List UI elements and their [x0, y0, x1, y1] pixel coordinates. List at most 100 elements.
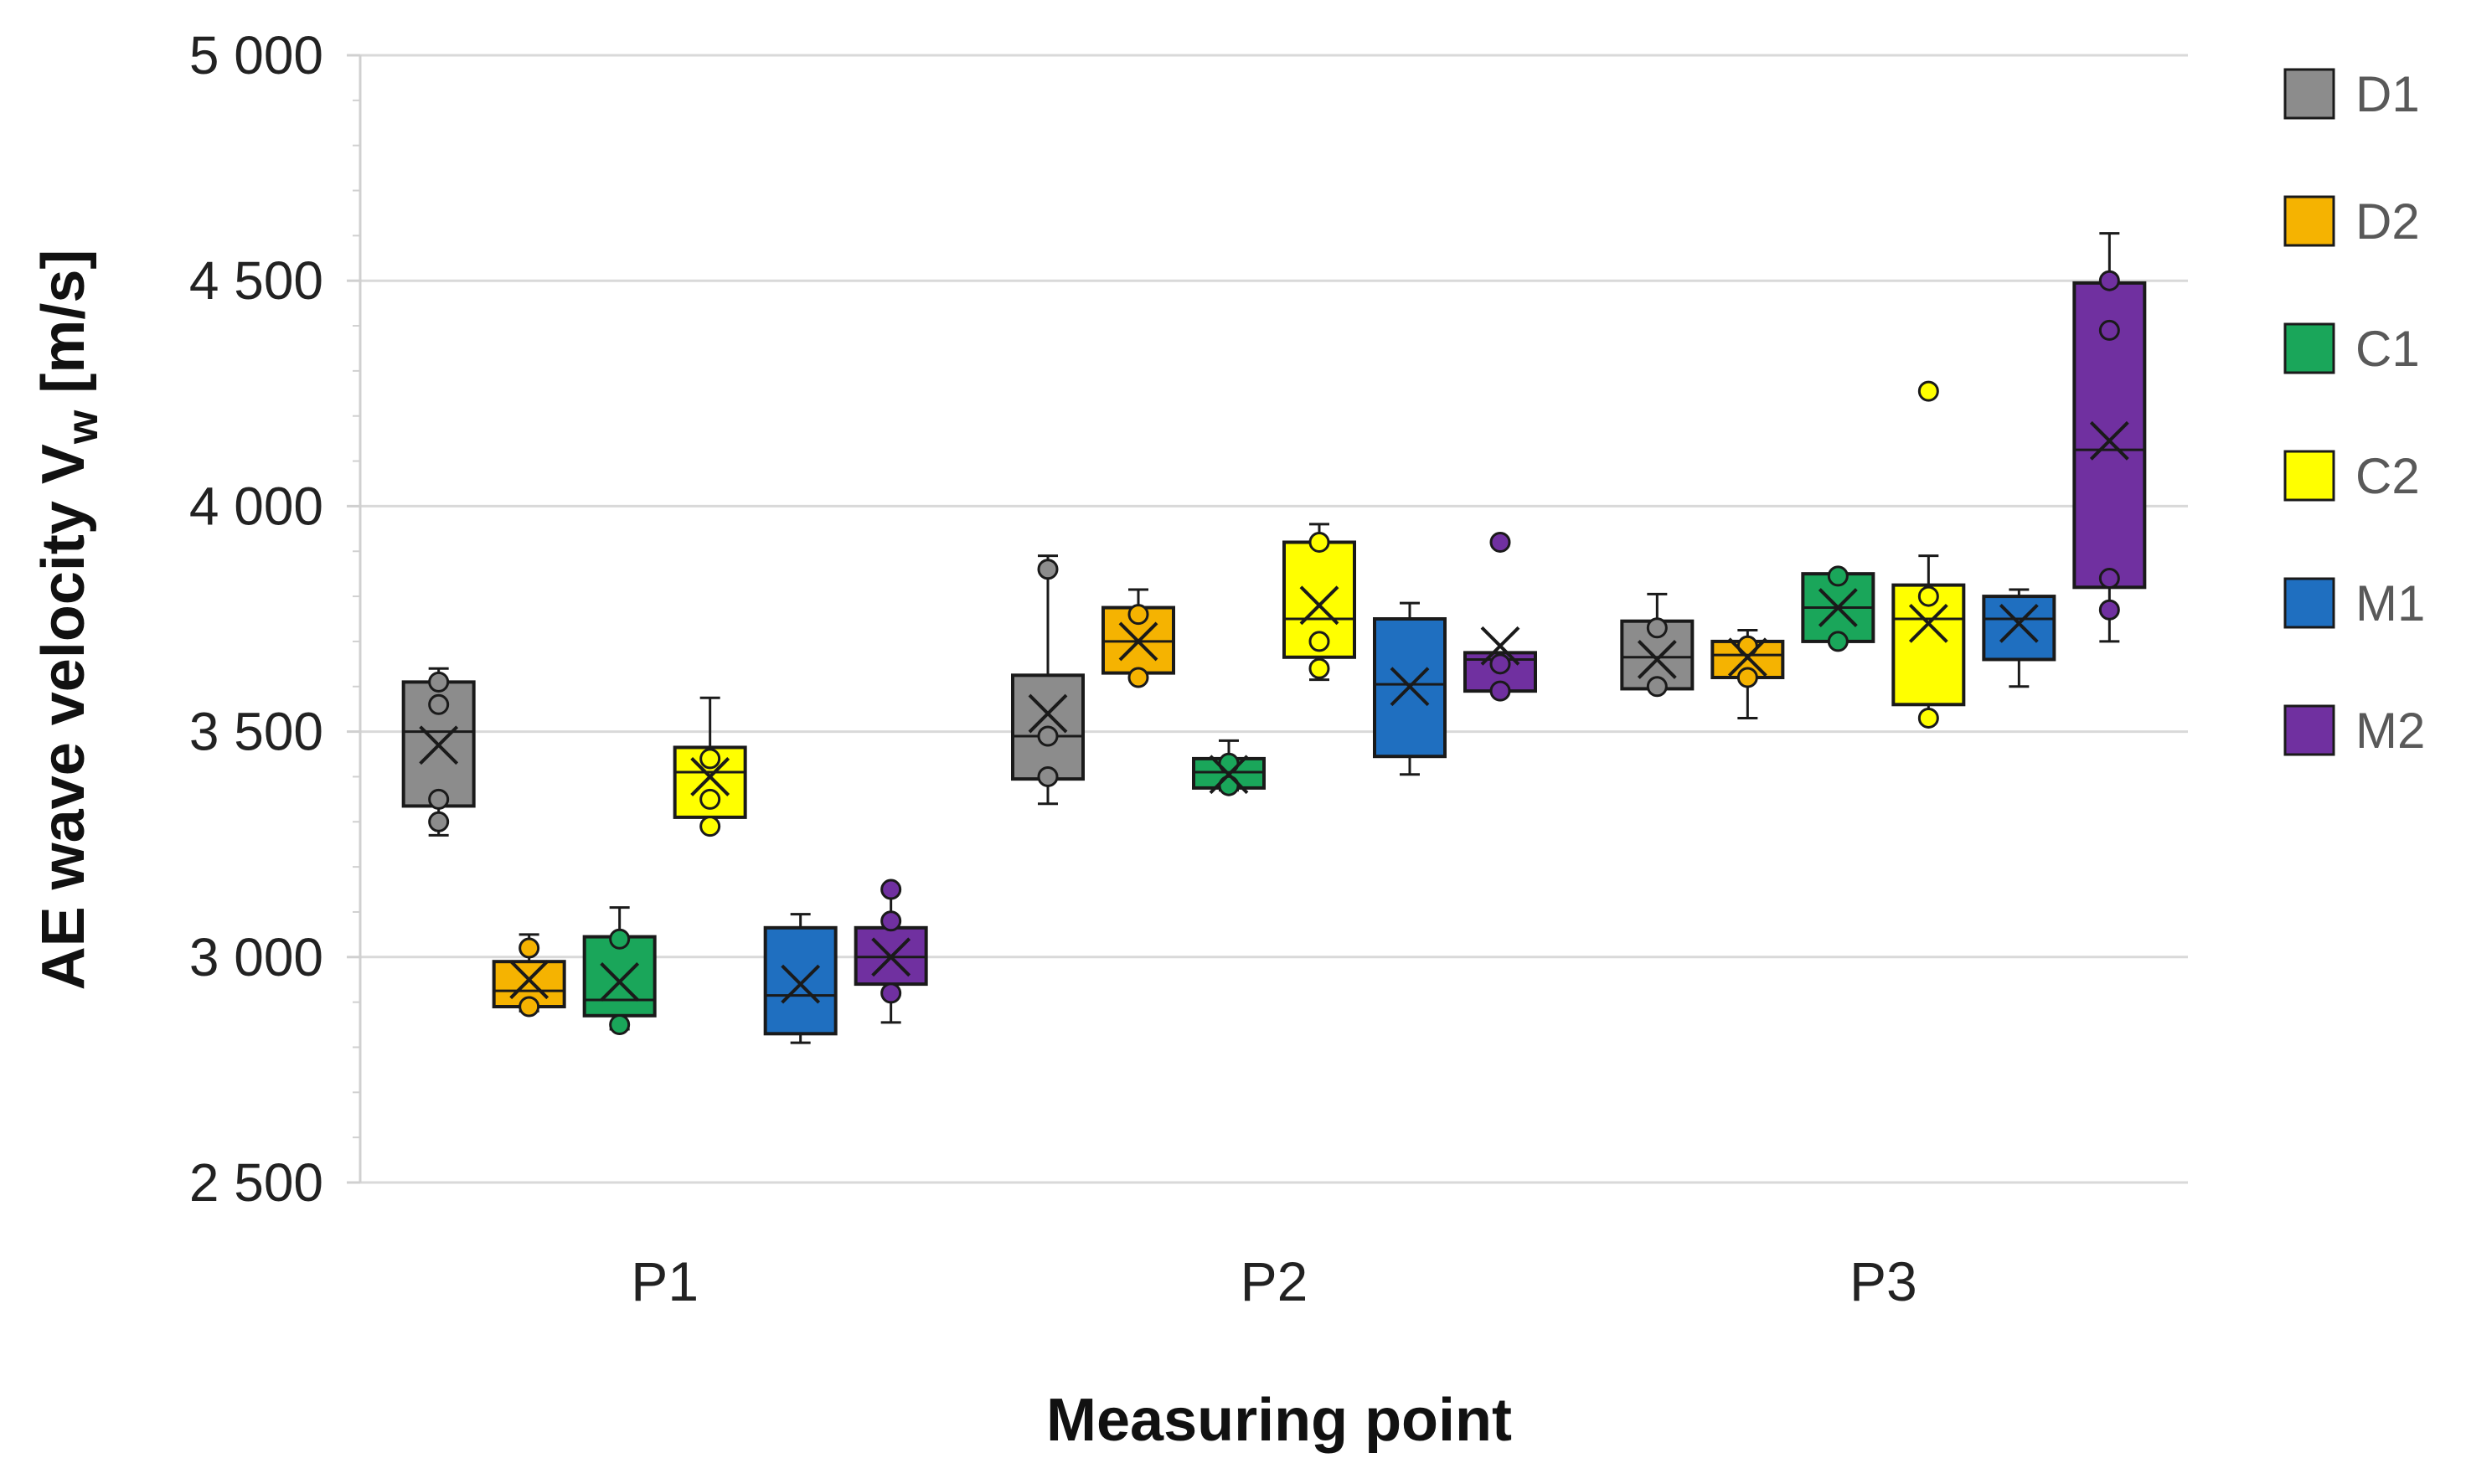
y-tick-label: 4 000	[189, 476, 323, 536]
legend-label: D2	[2355, 193, 2420, 250]
data-point	[1736, 667, 1758, 688]
data-point	[1646, 617, 1668, 639]
legend-label: C2	[2355, 448, 2420, 504]
mean-marker	[690, 757, 730, 796]
mean-marker	[781, 964, 821, 1004]
data-point	[1646, 676, 1668, 698]
data-point	[1308, 657, 1330, 679]
mean-marker	[2089, 420, 2129, 461]
box-D2-P3	[1710, 628, 1785, 719]
data-point	[2098, 568, 2120, 590]
mean-marker	[871, 937, 911, 977]
mean-marker	[1118, 621, 1158, 662]
data-point	[880, 879, 902, 900]
data-point	[1308, 631, 1330, 652]
box-C2-P1	[673, 696, 747, 837]
box-M1-P2	[1373, 601, 1447, 776]
data-point	[699, 748, 721, 770]
box-C1-P3	[1801, 565, 1875, 652]
box-rect	[1282, 540, 1356, 659]
box-M1-P3	[1982, 588, 2056, 688]
box-M2-P1	[854, 879, 928, 1024]
box-rect	[763, 925, 838, 1036]
box-C1-P2	[1192, 739, 1266, 796]
legend-item-M2: M2	[2283, 703, 2425, 759]
legend-label: C1	[2355, 321, 2420, 377]
data-point	[609, 1014, 631, 1036]
legend-label: D1	[2355, 66, 2420, 122]
data-point	[428, 693, 450, 715]
data-point	[1827, 631, 1849, 652]
data-point	[428, 788, 450, 810]
y-tick-label: 3 000	[189, 927, 323, 987]
x-category-label: P3	[1850, 1250, 1917, 1312]
y-axis-title-main: AE wave velocity V	[30, 444, 97, 990]
box-C2-P2	[1282, 523, 1356, 682]
box-layer	[401, 232, 2147, 1044]
data-point	[699, 788, 721, 810]
mean-marker	[1480, 626, 1520, 666]
y-axis-title-space	[30, 394, 97, 410]
legend-swatch	[2283, 704, 2335, 756]
box-M1-P1	[763, 913, 838, 1044]
legend-swatch	[2283, 322, 2335, 374]
axis-layer: 2 500 3 000 3 500 4 000 4 500 5 000 P1 P2 P3	[189, 25, 1917, 1312]
mean-marker	[1727, 637, 1767, 678]
y-axis-title: AE wave velocity Vw [m/s]	[30, 250, 107, 991]
y-tick-label: 5 000	[189, 25, 323, 85]
box-D2-P1	[492, 933, 566, 1018]
legend-label: M2	[2355, 703, 2425, 759]
data-point	[1308, 531, 1330, 553]
data-point	[2098, 599, 2120, 621]
data-point	[1127, 604, 1149, 626]
mean-marker	[1028, 693, 1068, 734]
y-tick-label: 4 500	[189, 250, 323, 311]
box-D1-P1	[401, 667, 476, 837]
box-D1-P2	[1011, 554, 1085, 806]
x-category-label: P1	[631, 1250, 699, 1312]
legend-swatch	[2283, 450, 2335, 502]
data-point	[880, 910, 902, 932]
box-M2-P2	[1463, 531, 1537, 702]
data-point	[1917, 380, 1939, 402]
legend-item-D1: D1	[2283, 66, 2420, 122]
box-C2-P3	[1891, 380, 1966, 729]
mean-marker	[1908, 603, 1948, 643]
data-point	[1489, 680, 1511, 702]
mean-marker	[1818, 588, 1858, 627]
data-point	[1037, 725, 1059, 747]
legend-item-C2: C2	[2283, 448, 2420, 504]
box-M2-P3	[2072, 232, 2147, 643]
data-point	[609, 928, 631, 950]
x-category-label: P2	[1241, 1250, 1308, 1312]
box-D2-P2	[1101, 588, 1175, 688]
data-point	[1037, 765, 1059, 787]
data-point	[2098, 319, 2120, 341]
data-point	[518, 996, 540, 1018]
data-point	[699, 816, 721, 837]
data-point	[1037, 559, 1059, 580]
y-axis-title-unit: [m/s]	[30, 250, 97, 394]
mean-marker	[1637, 640, 1677, 679]
grid-layer	[360, 54, 2188, 1184]
legend-item-C1: C1	[2283, 321, 2420, 377]
data-point	[2098, 270, 2120, 291]
mean-marker	[1999, 603, 2039, 643]
legend-swatch	[2283, 577, 2335, 629]
legend-swatch	[2283, 68, 2335, 120]
mean-marker	[1299, 585, 1339, 626]
data-point	[1917, 707, 1939, 729]
data-point	[1917, 585, 1939, 607]
data-point	[428, 811, 450, 832]
box-D1-P3	[1620, 592, 1695, 698]
y-tick-label: 3 500	[189, 702, 323, 762]
data-point	[1489, 653, 1511, 675]
mean-marker	[509, 960, 549, 1000]
data-point	[1489, 531, 1511, 553]
box-rect	[1982, 595, 2056, 662]
data-point	[518, 937, 540, 959]
mean-marker	[419, 725, 459, 765]
data-point	[1127, 667, 1149, 688]
